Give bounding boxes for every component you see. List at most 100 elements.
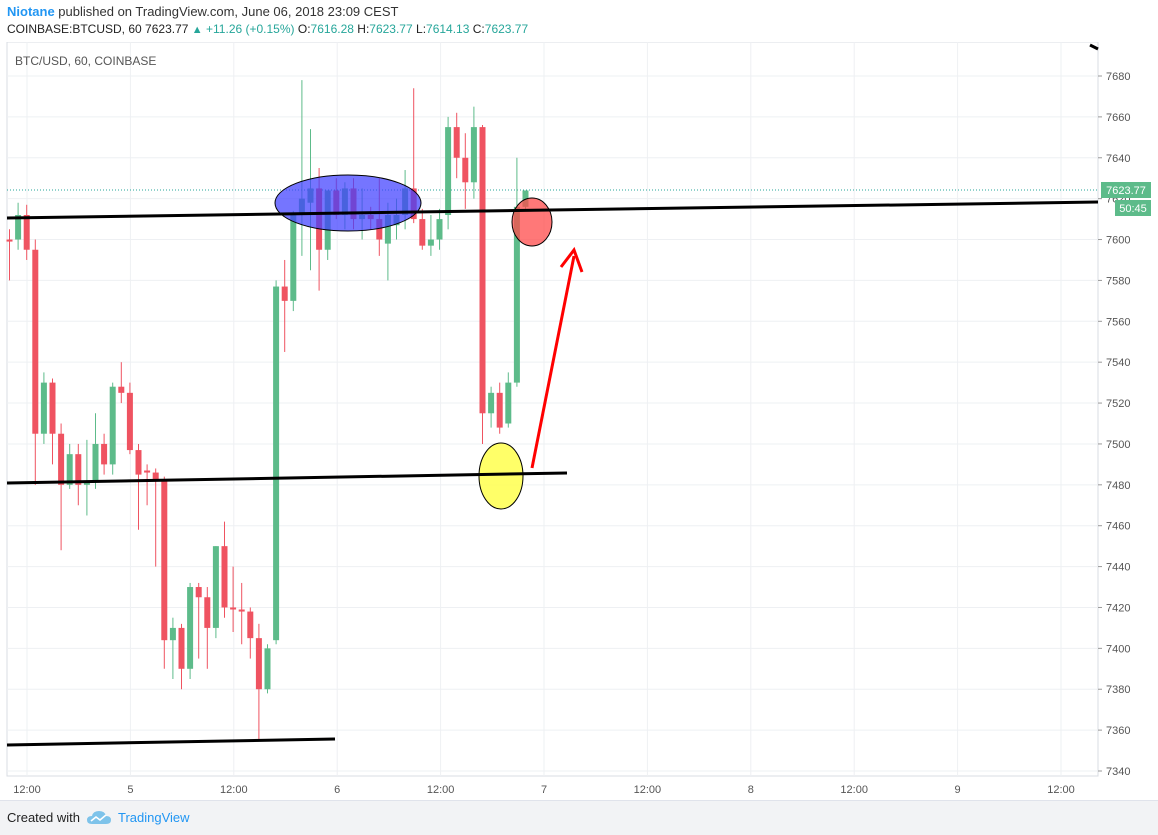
candle-body — [40, 382, 47, 434]
candle-body — [161, 480, 168, 641]
up-arrow-line[interactable] — [530, 255, 576, 469]
candle-body — [513, 206, 520, 383]
y-tick-label: 7500 — [1106, 439, 1130, 451]
candle-body — [384, 215, 391, 244]
x-tick-label: 12:00 — [840, 784, 868, 796]
candle-body — [152, 472, 159, 481]
plot-frame — [6, 41, 1099, 777]
high-label: H: — [357, 22, 370, 36]
x-tick-label: 12:00 — [634, 784, 662, 796]
chart-title: BTC/USD, 60, COINBASE — [15, 54, 156, 68]
candle-body — [273, 286, 280, 641]
open-label: O: — [297, 22, 311, 36]
y-tick-label: 7600 — [1106, 235, 1130, 247]
candle-body — [15, 215, 22, 240]
candle-body — [238, 609, 245, 612]
open-value: 7616.28 — [310, 22, 354, 36]
candle-body — [427, 239, 434, 246]
candle-body — [445, 127, 452, 215]
chart-area[interactable]: 7340 7360 7380 7400 7420 7440 7460 7480 7500 7520… — [0, 41, 1158, 798]
y-tick-label: 7380 — [1106, 684, 1130, 696]
countdown-tag-label: 50:45 — [1119, 203, 1147, 215]
candle-body — [290, 215, 297, 301]
candle-body — [255, 638, 262, 690]
grid-lines — [7, 42, 1098, 776]
candle-body — [230, 607, 237, 610]
y-tick-label: 7420 — [1106, 602, 1130, 614]
up-arrow-icon: ▲ — [191, 24, 203, 36]
y-tick-label: 7640 — [1106, 153, 1130, 165]
candle-body — [101, 443, 108, 465]
candle-body — [204, 597, 211, 628]
support-trendline[interactable] — [6, 471, 568, 485]
y-tick-label: 7560 — [1106, 316, 1130, 328]
bottom-trendline[interactable] — [6, 737, 336, 747]
candle-body — [135, 450, 142, 475]
x-tick-label: 12:00 — [427, 784, 455, 796]
high-value: 7623.77 — [369, 22, 413, 36]
low-value: 7614.13 — [426, 22, 470, 36]
price-chart[interactable]: 7340 7360 7380 7400 7420 7440 7460 7480 7500 7520… — [0, 41, 1158, 798]
candle-body — [6, 239, 13, 242]
close-label: C: — [472, 22, 485, 36]
x-tick-label: 5 — [127, 784, 133, 796]
ohlc-line: COINBASE:BTCUSD, 60 7623.77 ▲ +11.26 (+0… — [7, 22, 528, 36]
candles — [6, 80, 529, 741]
y-tick-label: 7460 — [1106, 521, 1130, 533]
time-axis[interactable]: 12:00 5 12:00 6 12:00 7 12:00 8 12:00 9 12:00 — [13, 784, 1075, 796]
candle-body — [169, 627, 176, 641]
candle-body — [75, 454, 82, 485]
candle-body — [126, 392, 133, 451]
footer-bar: Created with TradingView — [0, 800, 1158, 835]
candle-body — [58, 433, 65, 485]
candle-body — [109, 386, 116, 465]
candle-body — [144, 470, 151, 473]
close-value: 7623.77 — [484, 22, 529, 36]
candle-body — [479, 127, 486, 414]
y-tick-label: 7540 — [1106, 357, 1130, 369]
candle-body — [23, 215, 30, 250]
candle-body — [453, 127, 460, 158]
x-tick-label: 12:00 — [220, 784, 248, 796]
candle-body — [195, 587, 202, 598]
last-price: 7623.77 — [145, 22, 189, 36]
y-tick-label: 7580 — [1106, 275, 1130, 287]
y-tick-label: 7440 — [1106, 562, 1130, 574]
tradingview-brand-link[interactable]: TradingView — [118, 810, 190, 825]
candle-body — [264, 648, 271, 690]
candle-body — [488, 392, 495, 414]
candle-body — [178, 627, 185, 669]
trendline-stub — [1089, 43, 1099, 51]
x-tick-label: 8 — [748, 784, 754, 796]
up-arrow-head-icon — [559, 246, 584, 273]
consolidation-highlight-ellipse — [274, 174, 422, 232]
x-tick-label: 7 — [541, 784, 547, 796]
x-tick-label: 12:00 — [1047, 784, 1075, 796]
x-tick-label: 9 — [955, 784, 961, 796]
publish-line: Niotane published on TradingView.com, Ju… — [7, 4, 398, 19]
x-tick-label: 6 — [334, 784, 340, 796]
low-label: L: — [416, 22, 427, 36]
author-link[interactable]: Niotane — [7, 4, 55, 19]
candle-body — [49, 382, 56, 434]
candle-body — [470, 127, 477, 183]
last-price-tag-label: 7623.77 — [1106, 185, 1146, 197]
candle-body — [281, 286, 288, 301]
candle-body — [187, 587, 194, 669]
candle-body — [522, 190, 529, 207]
y-tick-label: 7480 — [1106, 480, 1130, 492]
symbol-label: COINBASE:BTCUSD, 60 — [7, 22, 142, 36]
candle-body — [436, 219, 443, 240]
candle-body — [505, 382, 512, 424]
last-price-tag: 7623.77 50:45 — [1101, 182, 1151, 216]
y-tick-label: 7660 — [1106, 112, 1130, 124]
candle-body — [92, 443, 99, 481]
candle-body — [496, 392, 503, 428]
price-axis[interactable]: 7340 7360 7380 7400 7420 7440 7460 7480 7500 7520… — [1098, 71, 1130, 778]
x-tick-label: 12:00 — [13, 784, 41, 796]
created-with-label: Created with — [7, 810, 80, 825]
candle-body — [32, 249, 39, 434]
y-tick-label: 7520 — [1106, 398, 1130, 410]
resistance-trendline[interactable] — [6, 200, 1099, 220]
candle-body — [221, 546, 228, 608]
